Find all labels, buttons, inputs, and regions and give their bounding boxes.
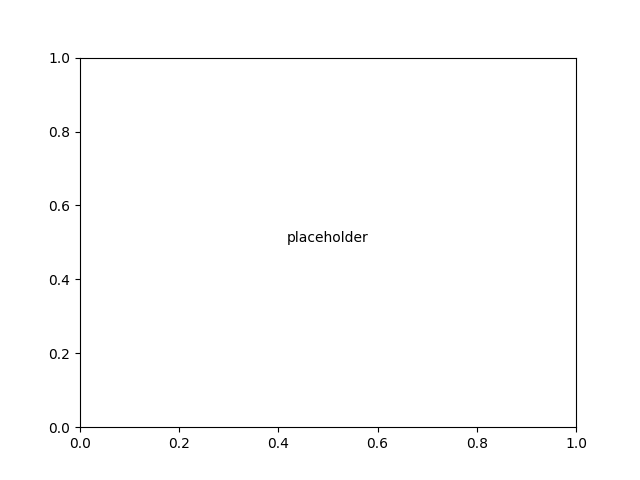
Text: placeholder: placeholder (287, 231, 369, 245)
